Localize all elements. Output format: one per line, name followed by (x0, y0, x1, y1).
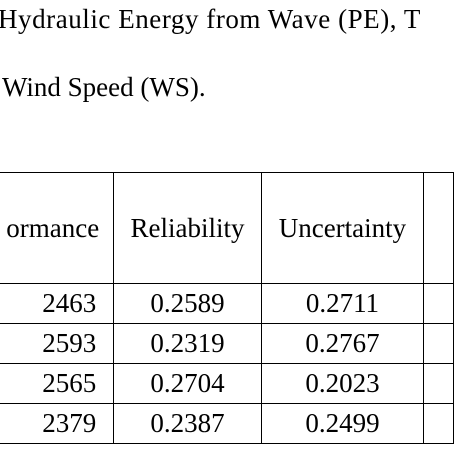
table-cell (423, 323, 454, 364)
table-row: 2565 0.2704 0.2023 (0, 363, 454, 404)
results-table: ormance Reliability Uncertainty 2463 0.2… (0, 172, 454, 444)
table-cell: 0.2319 (113, 323, 262, 364)
table-header-row: ormance Reliability Uncertainty (0, 172, 454, 284)
table-cell: 2463 (0, 283, 115, 324)
header-cell-performance: ormance (0, 172, 115, 284)
table-cell: 0.2589 (113, 283, 262, 324)
table-cell: 0.2767 (260, 323, 425, 364)
table-cell: 0.2023 (260, 363, 425, 404)
caption-line-1: Hydraulic Energy from Wave (PE), T (0, 4, 421, 34)
table-cell: 0.2387 (113, 403, 262, 444)
caption-line-2: Wind Speed (WS). (2, 72, 206, 102)
table-cell (423, 283, 454, 324)
header-cell-truncated (423, 172, 454, 284)
header-cell-reliability: Reliability (113, 172, 262, 284)
table-cell: 2593 (0, 323, 115, 364)
table-cell (423, 403, 454, 444)
table-row: 2463 0.2589 0.2711 (0, 283, 454, 324)
table-row: 2379 0.2387 0.2499 (0, 403, 454, 444)
table-cell (423, 363, 454, 404)
table-cell: 0.2704 (113, 363, 262, 404)
table-cell: 2379 (0, 403, 115, 444)
table-cell: 2565 (0, 363, 115, 404)
table-row: 2593 0.2319 0.2767 (0, 323, 454, 364)
header-cell-uncertainty: Uncertainty (260, 172, 425, 284)
table-cell: 0.2711 (260, 283, 425, 324)
table-cell: 0.2499 (260, 403, 425, 444)
